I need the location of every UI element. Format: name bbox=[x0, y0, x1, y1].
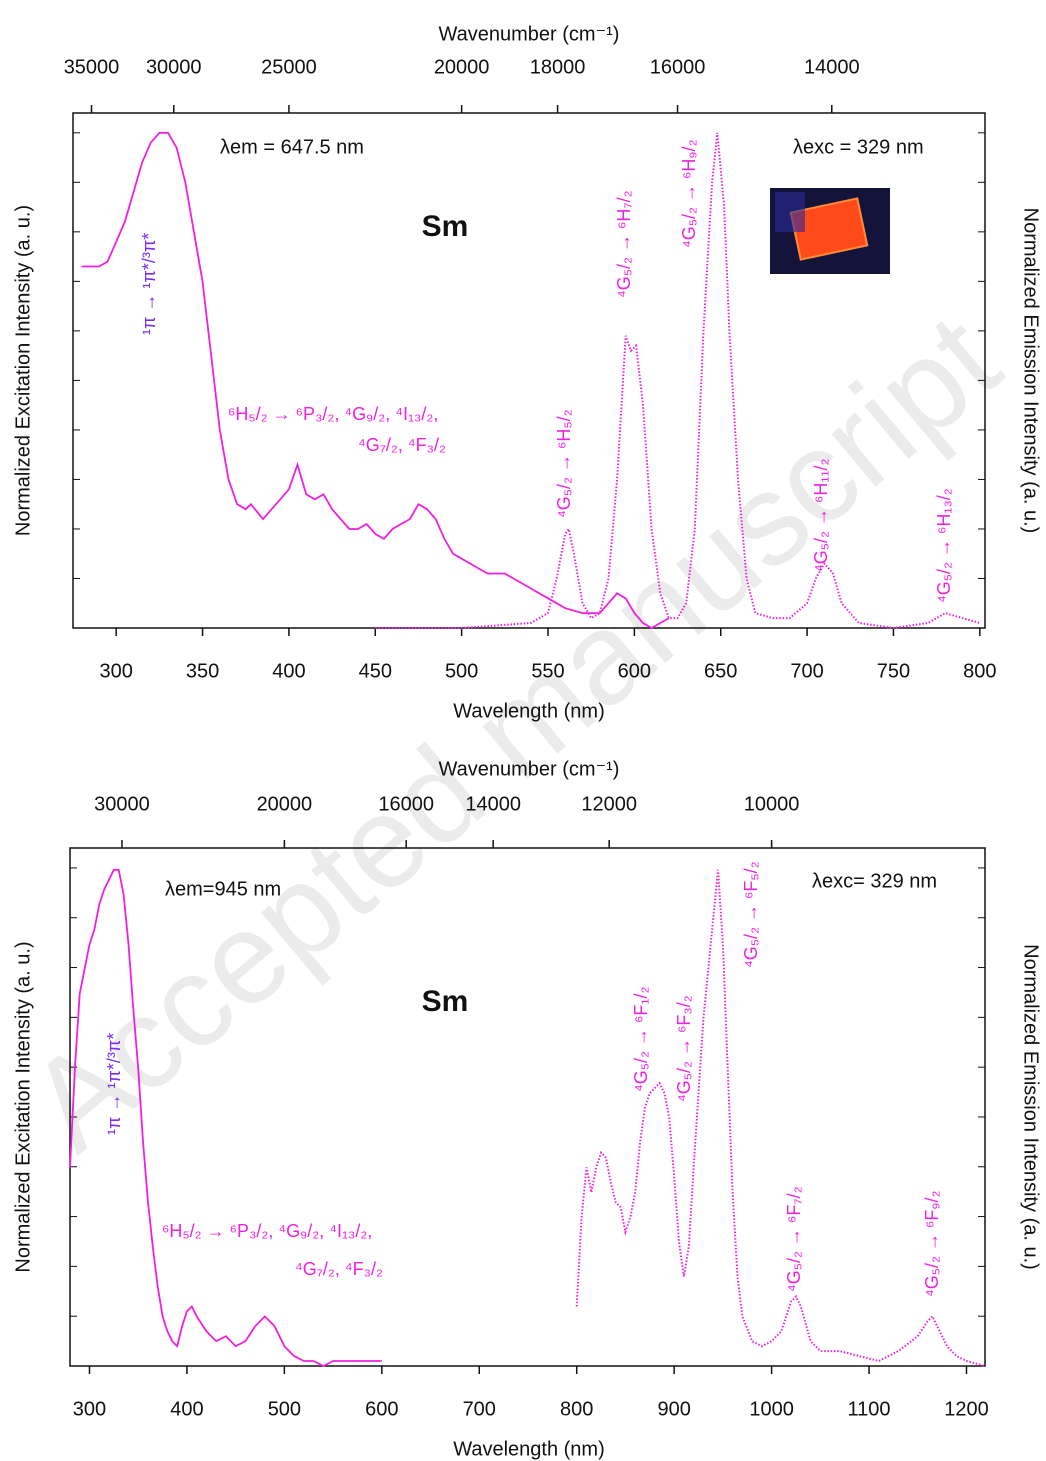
x2-axis-title: Wavenumber (cm⁻¹) bbox=[439, 23, 620, 45]
x2-tick-label: 30000 bbox=[94, 793, 150, 815]
data-line bbox=[69, 868, 382, 1368]
y2-axis-title: Normalized Emission Intensity (a. u.) bbox=[1020, 208, 1042, 534]
x-tick-label: 500 bbox=[445, 660, 478, 682]
x2-tick-label: 25000 bbox=[261, 56, 317, 78]
annotation: ⁴G₅/₂ → ⁶F₉/₂ bbox=[922, 1190, 942, 1297]
plot-frame bbox=[69, 847, 986, 1367]
x-tick-label: 1100 bbox=[848, 1398, 891, 1420]
x-tick-label: 1000 bbox=[749, 1398, 794, 1420]
x2-tick-label: 35000 bbox=[64, 56, 120, 78]
x2-tick-label: 30000 bbox=[146, 56, 202, 78]
annotation: Sm bbox=[422, 210, 469, 243]
x-tick-label: 600 bbox=[365, 1398, 398, 1420]
x2-tick-label: 12000 bbox=[581, 793, 637, 815]
x-tick-label: 1200 bbox=[944, 1398, 989, 1420]
x2-tick-label: 14000 bbox=[465, 793, 521, 815]
annotation: ⁴G₇/₂, ⁴F₃/₂ bbox=[295, 1259, 383, 1279]
x2-tick-label: 14000 bbox=[804, 56, 860, 78]
annotation: λexc= 329 nm bbox=[812, 870, 937, 892]
annotation: ⁴G₅/₂ → ⁶H₉/₂ bbox=[679, 139, 699, 248]
x2-tick-label: 10000 bbox=[744, 793, 800, 815]
x2-axis-title: Wavenumber (cm⁻¹) bbox=[439, 758, 620, 780]
y-axis-title: Normalized Excitation Intensity (a. u.) bbox=[12, 941, 34, 1272]
annotation: ⁴G₅/₂ → ⁶F₃/₂ bbox=[674, 995, 694, 1102]
annotation: ⁴G₅/₂ → ⁶H₇/₂ bbox=[614, 190, 634, 298]
x2-tick-label: 20000 bbox=[434, 56, 490, 78]
annotation: ⁶H₅/₂ → ⁶P₃/₂, ⁴G₉/₂, ⁴I₁₃/₂, bbox=[228, 404, 438, 424]
x-tick-label: 600 bbox=[618, 660, 651, 682]
y2-axis-title: Normalized Emission Intensity (a. u.) bbox=[1020, 944, 1042, 1270]
annotation: ⁴G₅/₂ → ⁶F₇/₂ bbox=[784, 1186, 804, 1292]
y-axis-title: Normalized Excitation Intensity (a. u.) bbox=[12, 205, 34, 536]
plot-frame bbox=[72, 112, 986, 629]
annotation: ¹π → ¹π*/³π* bbox=[104, 1033, 124, 1135]
x2-tick-label: 18000 bbox=[530, 56, 586, 78]
inset-photo bbox=[770, 188, 890, 274]
x-tick-label: 450 bbox=[359, 660, 392, 682]
x-tick-label: 400 bbox=[170, 1398, 203, 1420]
x-tick-label: 800 bbox=[560, 1398, 593, 1420]
annotation: λem = 647.5 nm bbox=[220, 136, 364, 158]
annotation: ¹π → ¹π*/³π* bbox=[139, 233, 159, 335]
x-tick-label: 400 bbox=[272, 660, 305, 682]
x-tick-label: 800 bbox=[963, 660, 996, 682]
annotation: ⁴G₅/₂ → ⁶H₁₁/₂ bbox=[811, 458, 831, 572]
annotation: λem=945 nm bbox=[165, 878, 281, 900]
data-line bbox=[81, 131, 670, 630]
watermark: Accepted manuscript bbox=[1, 286, 1025, 1178]
x-tick-label: 500 bbox=[268, 1398, 301, 1420]
annotation: Sm bbox=[422, 985, 469, 1018]
x2-tick-label: 20000 bbox=[257, 793, 313, 815]
x-tick-label: 700 bbox=[463, 1398, 496, 1420]
annotation: ⁴G₅/₂ → ⁶H₁₃/₂ bbox=[934, 488, 954, 603]
x-tick-label: 550 bbox=[531, 660, 564, 682]
x2-tick-label: 16000 bbox=[378, 793, 434, 815]
x2-tick-label: 16000 bbox=[650, 56, 706, 78]
x-tick-label: 300 bbox=[99, 660, 132, 682]
x-tick-label: 300 bbox=[73, 1398, 106, 1420]
x-axis-title: Wavelength (nm) bbox=[453, 1438, 605, 1460]
x-tick-label: 900 bbox=[657, 1398, 690, 1420]
x-axis-title: Wavelength (nm) bbox=[453, 700, 605, 722]
x-tick-label: 650 bbox=[704, 660, 737, 682]
annotation: ⁴G₅/₂ → ⁶H₅/₂ bbox=[554, 409, 574, 518]
x-tick-label: 350 bbox=[186, 660, 219, 682]
annotation: ⁴G₇/₂, ⁴F₃/₂ bbox=[358, 435, 446, 455]
annotation: ⁴G₅/₂ → ⁶F₁/₂ bbox=[631, 987, 651, 1092]
annotation: ⁴G₅/₂ → ⁶F₅/₂ bbox=[741, 861, 761, 968]
annotation: λexc = 329 nm bbox=[793, 136, 924, 158]
annotation: ⁶H₅/₂ → ⁶P₃/₂, ⁴G₉/₂, ⁴I₁₃/₂, bbox=[162, 1221, 372, 1241]
x-tick-label: 700 bbox=[790, 660, 823, 682]
x-tick-label: 750 bbox=[877, 660, 910, 682]
